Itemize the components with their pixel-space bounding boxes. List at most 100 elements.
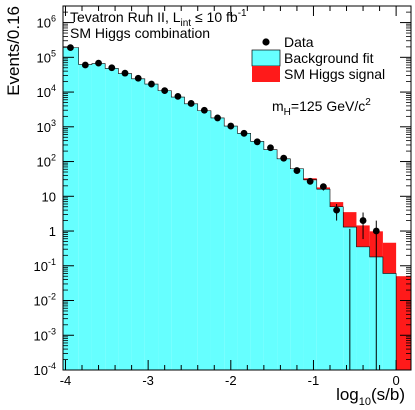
y-tick-base: 10 [34,328,48,343]
legend-signal-swatch [252,66,280,82]
background-bar [277,158,291,370]
y-tick-label: 105 [37,48,56,65]
y-tick-base: 10 [37,120,51,135]
annotation-lumi: ≤ 10 fb [191,9,238,25]
mass-annotation-value: =125 GeV/c [291,98,365,114]
legend-background-swatch [251,49,281,67]
background-bar [158,90,172,370]
data-point [293,167,301,174]
data-point [134,74,142,82]
background-bar [118,73,132,370]
x-axis-label-sub: 10 [359,396,371,408]
background-bar [144,84,159,370]
y-tick-exponent: -1 [48,257,56,267]
data-point [200,106,208,114]
legend-data-marker [262,38,270,46]
data-point [81,61,89,69]
y-tick-exponent: 2 [51,153,56,163]
y-tick-label: 10-2 [34,292,56,309]
data-point [306,177,314,185]
data-point [174,93,182,100]
background-bar [237,133,251,370]
background-bar [171,97,185,370]
background-bar [263,149,278,370]
signal-bar [343,212,357,228]
y-tick-exponent: 6 [51,14,56,24]
background-bar [131,78,145,370]
data-point [267,144,274,152]
background-bar [197,110,211,371]
mass-annotation-m: m [272,98,284,114]
y-tick-base: 10 [34,294,48,309]
y-tick-label: 1 [49,224,56,239]
data-point [148,80,155,88]
annotation-line-1: Tevatron Run II, Lint ≤ 10 fb-1 [70,8,247,29]
y-axis-label: Events/0.16 [4,6,23,96]
data-point [227,122,235,130]
y-tick-label: 106 [37,14,56,31]
data-point [108,64,116,72]
legend: Data Background fit SM Higgs signal [251,34,385,82]
y-tick-label: 10-1 [34,257,56,274]
signal-bar [382,242,397,274]
axis-layer: -4 -3 -2 -1 010610510410310210110-110-210-31… [34,6,411,388]
background-bar [356,246,370,370]
x-tick-label: -4 [60,373,72,388]
annotation-run: Tevatron Run II, L [70,9,181,25]
mass-annotation: mH=125 GeV/c2 [272,97,371,118]
background-bar [184,103,198,370]
y-tick-exponent: 4 [51,83,56,93]
annotation-lumi-sub: int [181,18,192,29]
y-tick-label: 10 [42,189,56,204]
x-axis-label-log: log [336,385,359,404]
data-point [359,217,367,224]
background-bar [63,47,79,371]
y-tick-base: 10 [37,16,51,31]
y-tick-exponent: -2 [48,292,56,302]
x-tick-label: -2 [225,373,237,388]
data-point [187,100,195,107]
background-bar [91,63,106,370]
mass-annotation-sup: 2 [365,97,371,108]
y-tick-label: 10-4 [34,361,56,378]
data-point [372,227,380,235]
background-bar [210,117,225,370]
x-tick-label: -1 [308,373,320,388]
data-point [95,59,102,67]
x-axis-label: log10(s/b) [336,385,405,408]
background-bar [303,179,317,370]
mass-annotation-sub: H [284,107,291,118]
data-point [161,87,169,95]
data-points-layer [67,44,380,370]
background-bar [382,273,397,370]
y-tick-exponent: -4 [48,361,56,371]
x-tick-label: -3 [142,373,154,388]
data-point [253,138,261,146]
background-bar [329,206,344,370]
annotation-line-2: SM Higgs combination [70,25,210,41]
y-tick-base: 10 [37,85,51,100]
annotation-lumi-sup: -1 [238,8,247,19]
legend-label-data: Data [284,34,314,50]
y-tick-exponent: 3 [51,118,56,128]
y-tick-base: 1 [49,224,56,239]
y-tick-base: 10 [37,155,51,170]
data-point [333,206,341,214]
background-bar [78,64,92,370]
y-tick-label: 104 [37,83,56,100]
background-bar [224,126,238,370]
background-bar [250,141,264,370]
plot-frame [62,5,412,371]
y-tick-base: 10 [34,363,48,378]
legend-label-signal: SM Higgs signal [284,66,385,82]
data-point [319,183,327,191]
y-tick-base: 10 [42,189,56,204]
y-tick-base: 10 [34,259,48,274]
x-axis-label-arg: (s/b) [371,385,405,404]
data-point [240,129,248,137]
background-bar [290,168,304,370]
data-point [121,69,129,77]
background-bar [316,189,330,370]
y-tick-exponent: 5 [51,48,56,58]
